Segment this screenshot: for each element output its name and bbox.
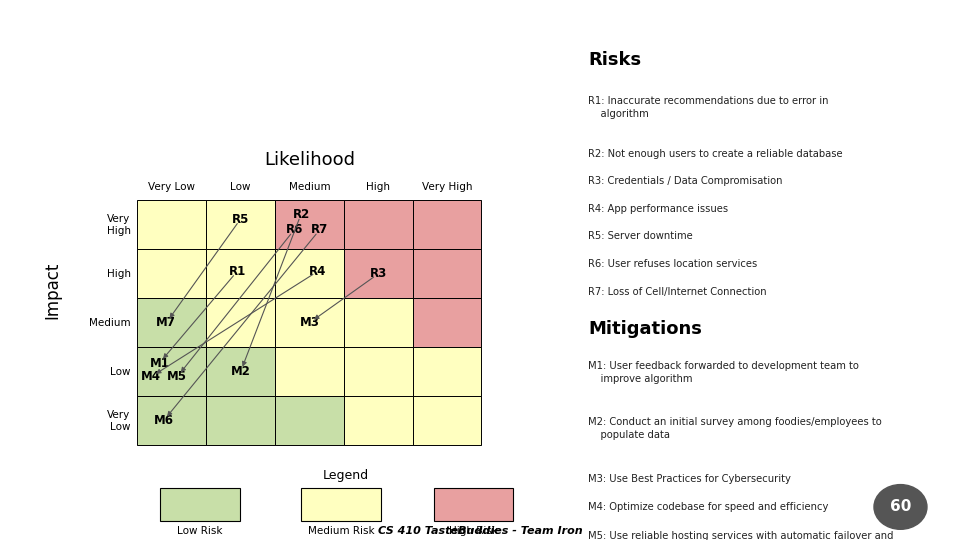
Bar bbox=[301, 488, 381, 521]
Bar bbox=[413, 200, 481, 249]
Text: R3: R3 bbox=[370, 267, 387, 280]
Bar bbox=[206, 299, 275, 347]
Text: Impact: Impact bbox=[44, 261, 61, 319]
Circle shape bbox=[874, 484, 927, 529]
Text: M4: Optimize codebase for speed and efficiency: M4: Optimize codebase for speed and effi… bbox=[588, 502, 828, 512]
Bar bbox=[206, 249, 275, 299]
Bar bbox=[137, 200, 206, 249]
Bar bbox=[275, 299, 344, 347]
Bar bbox=[434, 488, 514, 521]
Bar bbox=[206, 200, 275, 249]
Text: R1: R1 bbox=[228, 265, 246, 278]
Bar bbox=[344, 396, 413, 446]
Text: Very
Low: Very Low bbox=[108, 410, 131, 431]
Bar bbox=[206, 396, 275, 446]
Text: Medium: Medium bbox=[89, 318, 131, 328]
Bar bbox=[275, 347, 344, 396]
Text: R3: Credentials / Data Compromisation: R3: Credentials / Data Compromisation bbox=[588, 177, 783, 186]
Text: M5: Use reliable hosting services with automatic failover and
    scaling capabi: M5: Use reliable hosting services with a… bbox=[588, 531, 894, 540]
Bar bbox=[344, 299, 413, 347]
Text: Very
High: Very High bbox=[107, 214, 131, 236]
Text: R1: Inaccurate recommendations due to error in
    algorithm: R1: Inaccurate recommendations due to er… bbox=[588, 96, 829, 119]
Text: R4: App performance issues: R4: App performance issues bbox=[588, 204, 729, 214]
Text: Low: Low bbox=[230, 183, 251, 192]
Text: Technical Risk Matrix: Technical Risk Matrix bbox=[18, 31, 527, 73]
Text: R4: R4 bbox=[309, 265, 326, 278]
Text: 60: 60 bbox=[890, 500, 911, 515]
Text: M4: M4 bbox=[141, 370, 161, 383]
Text: High Risk: High Risk bbox=[449, 526, 498, 536]
Text: R6: R6 bbox=[285, 224, 302, 237]
Bar bbox=[275, 200, 344, 249]
Text: Low Risk: Low Risk bbox=[178, 526, 223, 536]
Text: R6: User refuses location services: R6: User refuses location services bbox=[588, 259, 757, 269]
Text: Low: Low bbox=[110, 367, 131, 377]
Bar bbox=[413, 347, 481, 396]
Text: R2: R2 bbox=[293, 208, 310, 221]
Bar bbox=[275, 249, 344, 299]
Text: M7: M7 bbox=[156, 316, 177, 329]
Text: M6: M6 bbox=[154, 414, 174, 427]
Text: M5: M5 bbox=[167, 370, 187, 383]
Text: M1: M1 bbox=[150, 356, 169, 369]
Text: R7: Loss of Cell/Internet Connection: R7: Loss of Cell/Internet Connection bbox=[588, 287, 767, 296]
Text: M3: Use Best Practices for Cybersecurity: M3: Use Best Practices for Cybersecurity bbox=[588, 474, 791, 483]
Text: R7: R7 bbox=[311, 224, 328, 237]
Text: Legend: Legend bbox=[323, 469, 369, 482]
Text: Medium Risk: Medium Risk bbox=[308, 526, 374, 536]
Bar bbox=[413, 396, 481, 446]
Text: R5: R5 bbox=[232, 213, 250, 226]
Text: M2: Conduct an initial survey among foodies/employees to
    populate data: M2: Conduct an initial survey among food… bbox=[588, 417, 882, 440]
Bar bbox=[344, 249, 413, 299]
Text: Risks: Risks bbox=[588, 51, 641, 69]
Text: High: High bbox=[366, 183, 390, 192]
Text: M1: User feedback forwarded to development team to
    improve algorithm: M1: User feedback forwarded to developme… bbox=[588, 361, 859, 383]
Bar bbox=[137, 299, 206, 347]
Text: Medium: Medium bbox=[289, 183, 330, 192]
Bar bbox=[137, 347, 206, 396]
Text: Likelihood: Likelihood bbox=[264, 151, 355, 169]
Bar bbox=[413, 299, 481, 347]
Bar bbox=[275, 396, 344, 446]
Text: R2: Not enough users to create a reliable database: R2: Not enough users to create a reliabl… bbox=[588, 149, 843, 159]
Bar bbox=[137, 249, 206, 299]
Bar bbox=[206, 347, 275, 396]
Bar bbox=[413, 249, 481, 299]
Bar bbox=[160, 488, 240, 521]
Bar bbox=[137, 396, 206, 446]
Text: CS 410 TasteBuddies - Team Iron: CS 410 TasteBuddies - Team Iron bbox=[377, 525, 583, 536]
Text: R5: Server downtime: R5: Server downtime bbox=[588, 232, 693, 241]
Text: Very Low: Very Low bbox=[148, 183, 195, 192]
Text: M3: M3 bbox=[300, 316, 320, 329]
Bar bbox=[344, 200, 413, 249]
Text: Very High: Very High bbox=[421, 183, 472, 192]
Text: High: High bbox=[107, 269, 131, 279]
Text: Mitigations: Mitigations bbox=[588, 320, 703, 339]
Text: M2: M2 bbox=[230, 366, 251, 379]
Bar bbox=[344, 347, 413, 396]
